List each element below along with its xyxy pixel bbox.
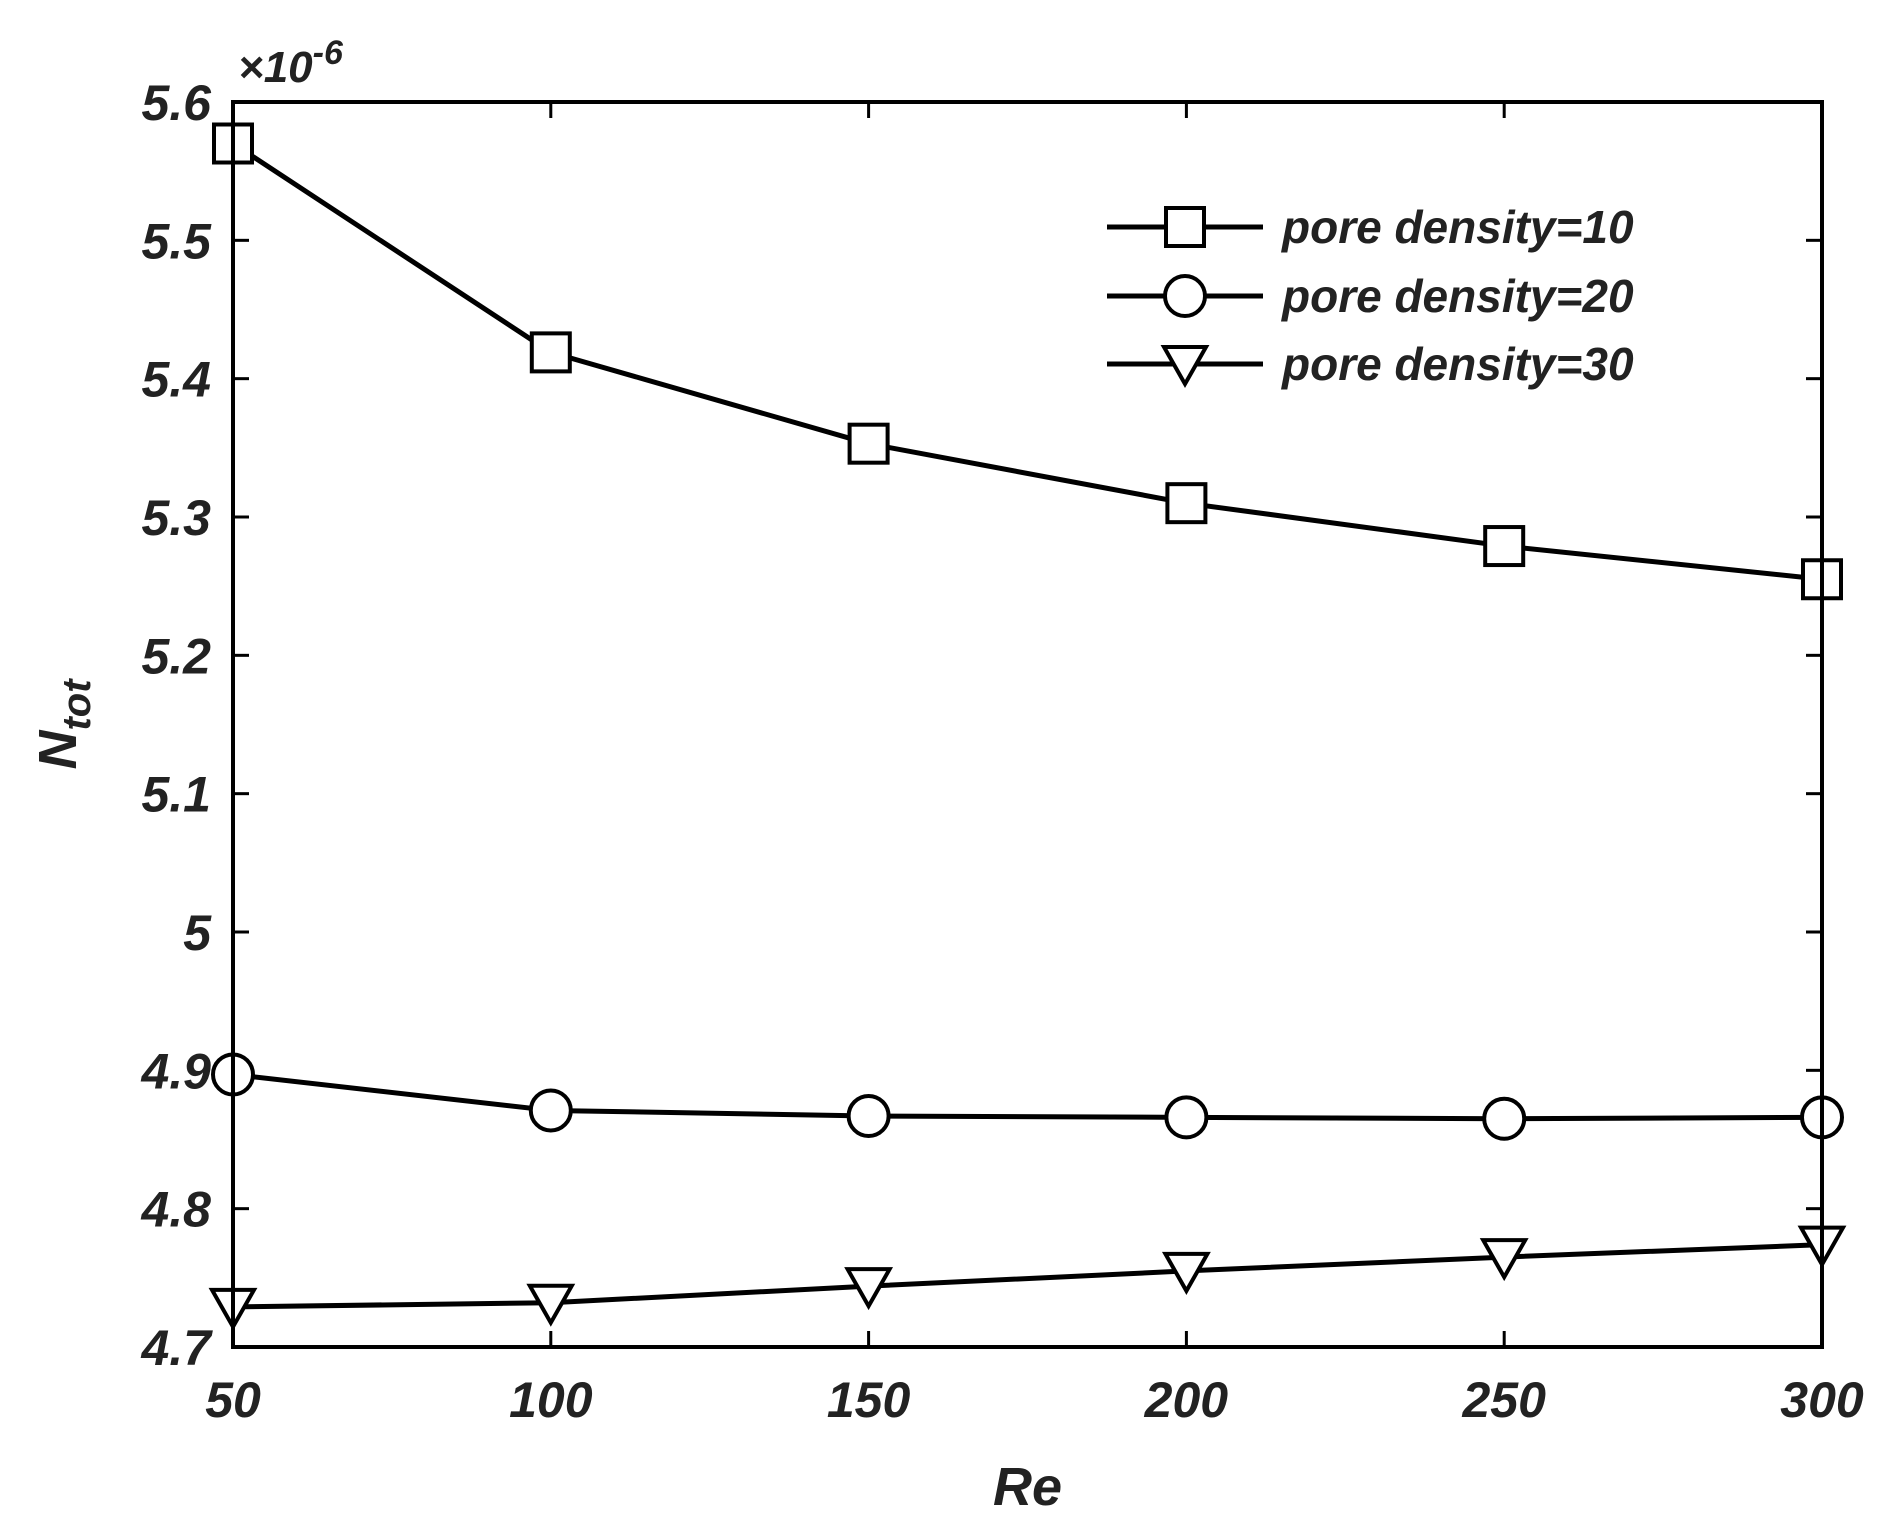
y-tick-label: 4.9	[140, 1043, 211, 1099]
y-tick-label: 4.8	[140, 1182, 211, 1238]
square-marker	[1165, 482, 1208, 525]
y-axis-label-main: N	[28, 730, 88, 770]
square-marker	[1483, 525, 1526, 568]
y-tick-label: 5.3	[141, 490, 211, 546]
x-tick-label: 50	[205, 1372, 261, 1428]
legend-label: pore density=10	[1280, 201, 1634, 253]
legend-label: pore density=30	[1280, 338, 1634, 390]
x-tick-label: 150	[827, 1372, 911, 1428]
circle-marker	[846, 1093, 891, 1138]
circle-marker	[528, 1088, 573, 1133]
x-tick-label: 250	[1461, 1372, 1546, 1428]
y-tick-label: 5.2	[141, 628, 211, 684]
triangle-marker	[1161, 1251, 1211, 1295]
y-tick-label: 5	[183, 905, 212, 961]
square-marker	[847, 422, 890, 465]
y-axis-exponent: ×10-6	[238, 34, 344, 92]
plot-frame	[231, 100, 1824, 1349]
y-tick-label: 5.6	[141, 75, 212, 131]
circle-marker	[1482, 1096, 1527, 1141]
y-tick-label: 5.5	[141, 213, 212, 269]
x-axis-label: Re	[993, 1457, 1062, 1517]
y-tick-label: 5.1	[141, 767, 211, 823]
square-marker	[1164, 206, 1206, 248]
triangle-marker	[844, 1267, 894, 1311]
series-line	[232, 1242, 1823, 1310]
series-line	[231, 141, 1823, 582]
triangle-marker	[1160, 345, 1210, 389]
x-tick-label: 300	[1780, 1372, 1864, 1428]
y-axis-label: Ntot	[28, 678, 99, 770]
legend-entry: pore density=20	[1107, 270, 1634, 322]
square-marker	[529, 331, 572, 374]
tick-labels: 50 100 150 200 250 300 4.7 4.8 4.9 5 5.1 5.2 5.3 5.4 5…	[140, 75, 1863, 1428]
x-tick-label: 100	[509, 1372, 593, 1428]
circle-marker	[1164, 1095, 1209, 1140]
x-tick-label: 200	[1144, 1372, 1229, 1428]
triangle-marker	[1479, 1238, 1529, 1282]
legend-label: pore density=20	[1280, 270, 1634, 322]
circle-marker	[1163, 274, 1207, 318]
triangle-marker	[526, 1283, 576, 1327]
y-tick-label: 4.7	[140, 1320, 213, 1376]
y-axis-label-subscript: tot	[55, 678, 99, 731]
legend: pore density=10 pore density=20 pore densi…	[1107, 201, 1634, 390]
y-tick-label: 5.4	[141, 352, 211, 408]
legend-entry: pore density=10	[1107, 201, 1634, 253]
series-line	[232, 1071, 1823, 1122]
legend-entry: pore density=30	[1107, 338, 1634, 390]
